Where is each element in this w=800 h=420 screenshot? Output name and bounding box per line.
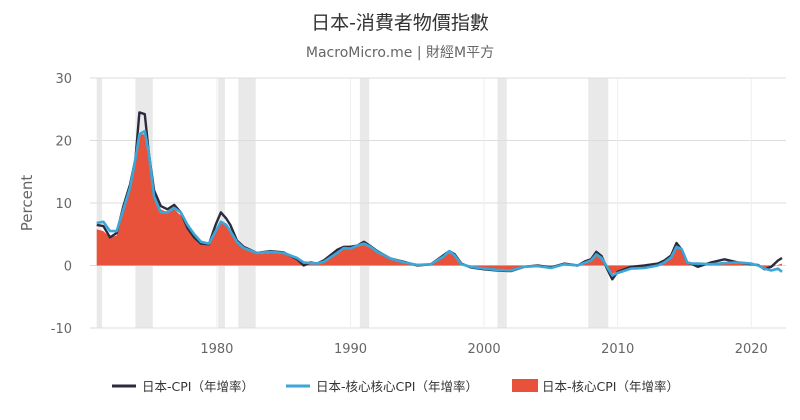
x-tick-label: 1990 [334, 342, 367, 357]
legend-swatch-core-cpi [512, 379, 538, 392]
chart-title: 日本-消費者物價指數 [311, 12, 489, 34]
y-tick-label: 30 [55, 72, 72, 87]
legend-label: 日本-核心CPI（年增率） [542, 379, 679, 394]
y-axis-label: Percent [18, 175, 36, 232]
y-tick-label: 10 [55, 197, 72, 212]
x-tick-label: 2010 [601, 342, 634, 357]
x-tick-label: 2000 [468, 342, 501, 357]
x-tick-label: 1980 [200, 342, 233, 357]
legend-label: 日本-CPI（年增率） [142, 379, 254, 394]
series-area-core-cpi [96, 134, 782, 274]
legend-label: 日本-核心核心CPI（年增率） [316, 379, 478, 394]
y-tick-label: 20 [55, 135, 72, 150]
chart-subtitle: MacroMicro.me | 財經M平方 [305, 45, 495, 61]
y-tick-label: -10 [51, 322, 72, 337]
series-line-core-core-cpi [96, 129, 783, 277]
x-tick-label: 2020 [735, 342, 768, 357]
y-tick-label: 0 [64, 260, 72, 275]
